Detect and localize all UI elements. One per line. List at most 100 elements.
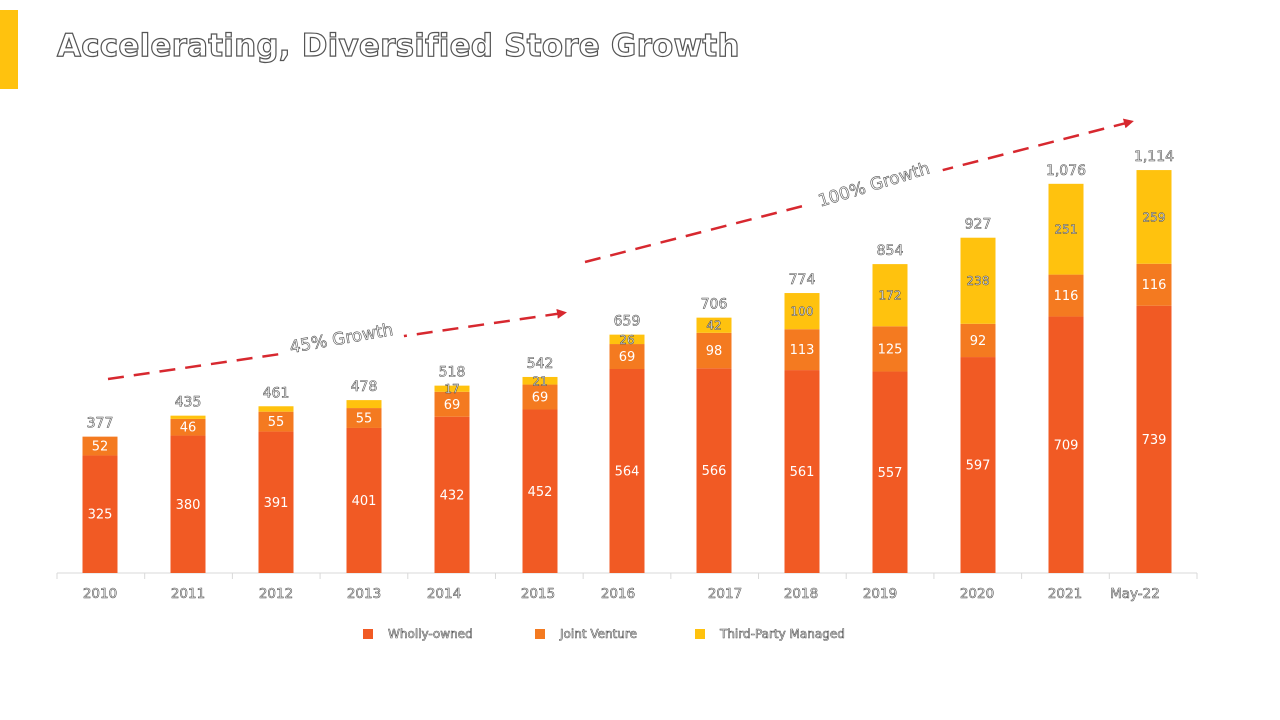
x-tick-label: 2014 [427,586,461,602]
legend-label: Joint Venture [559,627,637,641]
segment-value-label: 125 [878,342,903,357]
legend-swatch [695,629,705,639]
segment-value-label: 92 [970,334,987,349]
segment-value-label: 709 [1054,438,1079,453]
bar-segment-wholly-owned [82,455,118,573]
bar-segment-wholly-owned [609,369,645,573]
bar-segment-joint-venture [522,384,558,410]
bar-segment-wholly-owned [784,370,820,573]
bar-segment-wholly-owned [258,431,294,573]
x-tick-label: May-22 [1110,586,1160,602]
bar-segment-joint-venture [609,344,645,370]
segment-value-label: 564 [615,465,640,480]
segment-value-label: 251 [1055,223,1078,237]
bar-segment-wholly-owned [522,409,558,573]
x-tick-label: 2019 [863,586,897,602]
segment-value-label: 21 [532,374,547,388]
bar-segment-wholly-owned [960,357,996,573]
bar-segment-third-party-managed [434,385,470,392]
bar-segment-joint-venture [434,391,470,417]
x-tick-label: 2010 [83,586,117,602]
bar-segment-third-party-managed [258,406,294,412]
segment-value-label: 100 [791,305,814,319]
segment-value-label: 325 [88,508,113,523]
bar-total-label: 854 [877,243,904,259]
segment-value-label: 69 [532,391,549,406]
segment-value-label: 432 [440,488,465,503]
bar-total-label: 659 [614,314,641,330]
bar-segment-third-party-managed [1048,183,1084,275]
bar-segment-joint-venture [960,323,996,358]
segment-value-label: 401 [352,494,377,509]
bar-segment-joint-venture [1048,274,1084,317]
bar-total-label: 478 [351,379,378,395]
bar-segment-wholly-owned [872,371,908,573]
segment-value-label: 739 [1142,433,1167,448]
x-tick-label: 2020 [960,586,994,602]
segment-value-label: 557 [878,466,903,481]
x-tick-label: 2013 [347,586,381,602]
x-tick-label: 2017 [708,586,742,602]
legend-label: Third-Party Managed [719,627,845,641]
bar-segment-wholly-owned [696,368,732,573]
bar-total-label: 542 [527,356,554,372]
bar-total-label: 435 [175,395,202,411]
bar-segment-wholly-owned [346,427,382,573]
bar-segment-joint-venture [82,436,118,456]
bar-total-label: 774 [789,272,816,288]
x-tick-label: 2016 [601,586,635,602]
bar-segment-wholly-owned [1048,316,1084,573]
bar-total-label: 377 [87,416,114,432]
segment-value-label: 46 [180,421,197,436]
bar-segment-joint-venture [258,411,294,432]
legend-label: Wholly-owned [388,627,473,641]
bar-total-label: 461 [263,385,290,401]
page-title: Accelerating, Diversified Store Growth [56,27,740,64]
bar-segment-third-party-managed [784,293,820,330]
segment-value-label: 452 [528,485,553,500]
bar-segment-third-party-managed [696,317,732,333]
bar-total-label: 518 [439,365,466,381]
x-tick-label: 2021 [1048,586,1082,602]
bar-segment-third-party-managed [346,400,382,409]
segment-value-label: 69 [619,350,636,365]
bar-segment-third-party-managed [609,334,645,345]
segment-value-label: 116 [1054,289,1079,304]
x-tick-label: 2018 [784,586,818,602]
segment-value-label: 116 [1142,278,1167,293]
segment-value-label: 259 [1143,210,1166,224]
segment-value-label: 17 [444,382,459,396]
title-accent-bar [0,10,18,89]
segment-value-label: 98 [706,344,723,359]
bar-total-label: 706 [701,297,728,313]
legend-swatch [363,629,373,639]
bar-segment-wholly-owned [434,416,470,573]
segment-value-label: 391 [264,496,289,511]
segment-value-label: 238 [967,274,990,288]
segment-value-label: 561 [790,465,815,480]
bar-segment-third-party-managed [1136,170,1172,264]
growth-annotation-label: 45% Growth [288,320,395,358]
segment-value-label: 26 [619,333,634,347]
x-tick-label: 2015 [521,586,555,602]
bar-segment-wholly-owned [170,435,206,573]
segment-value-label: 42 [706,319,721,333]
bar-segment-joint-venture [696,332,732,369]
bar-total-label: 927 [965,217,992,233]
segment-value-label: 380 [176,498,201,513]
bar-segment-joint-venture [1136,263,1172,306]
segment-value-label: 52 [92,440,109,455]
bar-segment-joint-venture [346,408,382,428]
bar-segment-joint-venture [872,326,908,372]
growth-arrow [584,118,1134,264]
x-tick-label: 2011 [171,586,205,602]
bar-segment-third-party-managed [872,264,908,327]
segment-value-label: 172 [879,289,902,303]
bar-segment-third-party-managed [522,376,558,385]
bar-segment-third-party-managed [960,237,996,324]
bar-segment-wholly-owned [1136,305,1172,573]
segment-value-label: 566 [702,464,727,479]
segment-value-label: 597 [966,459,991,474]
x-tick-label: 2012 [259,586,293,602]
